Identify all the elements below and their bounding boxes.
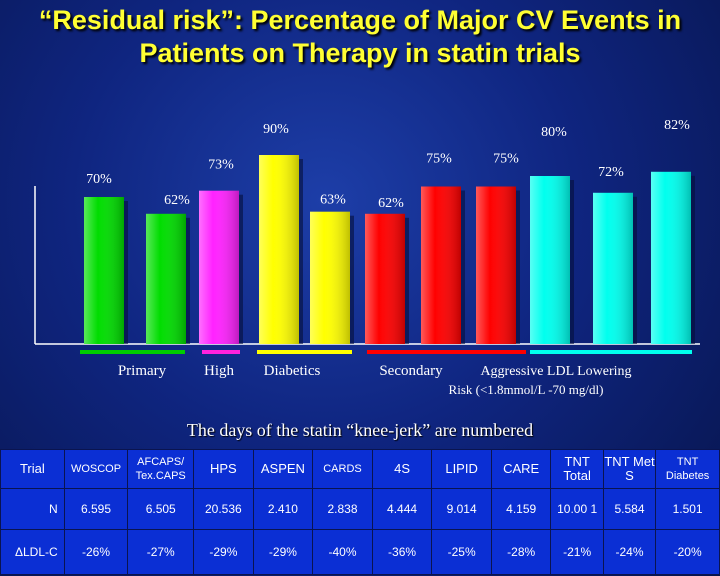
- bar-sheen: [476, 186, 516, 344]
- value-label: 62%: [378, 196, 404, 211]
- table-cell: 10.00 1: [550, 488, 604, 530]
- table-cell: 20.536: [193, 488, 254, 530]
- row-label: N: [0, 488, 65, 530]
- bar-sheen: [259, 155, 299, 344]
- header-cell: Trial: [0, 449, 65, 489]
- value-label: 62%: [164, 193, 190, 208]
- bar-sheen: [421, 186, 461, 344]
- bar-sheen: [593, 192, 633, 344]
- table-cell: 9.014: [431, 488, 492, 530]
- table-cell: 2.838: [312, 488, 373, 530]
- table-cell: 6.505: [127, 488, 195, 530]
- header-cell: TNT Total: [550, 449, 604, 489]
- slide-title: “Residual risk”: Percentage of Major CV …: [38, 5, 682, 68]
- header-cell: HPS: [193, 449, 254, 489]
- header-cell: WOSCOP: [63, 449, 129, 489]
- value-label: 90%: [263, 122, 289, 137]
- header-cell: TNT Met S: [602, 449, 657, 489]
- header-cell: CARE: [490, 449, 552, 489]
- value-label: 72%: [598, 165, 624, 180]
- table-cell: 5.584: [602, 488, 657, 530]
- table-cell: -20%: [655, 529, 720, 575]
- group-label: Secondary: [379, 363, 443, 379]
- table-cell: -36%: [371, 529, 433, 575]
- table-row-n: N 6.595 6.505 20.536 2.410 2.838 4.444 9…: [0, 488, 720, 530]
- value-label: 75%: [426, 152, 452, 167]
- table-cell: -28%: [490, 529, 552, 575]
- value-label: 63%: [320, 193, 346, 208]
- bar-sheen: [199, 190, 239, 344]
- bar-sheen: [530, 176, 570, 344]
- table-header-row: Trial WOSCOP AFCAPS/ Tex.CAPS HPS ASPEN …: [0, 449, 720, 489]
- header-cell: CARDS: [312, 449, 373, 489]
- value-label: 73%: [208, 158, 234, 173]
- table-cell: -21%: [550, 529, 604, 575]
- header-cell: TNT Diabetes: [655, 449, 720, 489]
- table-cell: 1.501: [655, 488, 720, 530]
- header-cell: AFCAPS/ Tex.CAPS: [127, 449, 195, 489]
- table-cell: -27%: [127, 529, 195, 575]
- table-cell: -40%: [312, 529, 373, 575]
- bar-sheen: [651, 171, 691, 344]
- value-label: 82%: [664, 118, 690, 133]
- trials-table: Trial WOSCOP AFCAPS/ Tex.CAPS HPS ASPEN …: [0, 449, 720, 575]
- header-cell: ASPEN: [252, 449, 314, 489]
- bar-chart: 70% 62% 73% 90% 63% 62% 75% 75% 80% 72% 82% Primar…: [80, 118, 695, 397]
- table-cell: -29%: [252, 529, 314, 575]
- group-label: Aggressive LDL Lowering: [480, 364, 631, 379]
- value-label: 75%: [493, 152, 519, 167]
- table-cell: 4.444: [371, 488, 433, 530]
- group-label: Primary: [118, 363, 167, 379]
- value-label: 80%: [541, 125, 567, 140]
- bar-sheen: [84, 197, 124, 344]
- table-cell: -29%: [193, 529, 254, 575]
- group-label: High: [204, 363, 235, 379]
- group-underline: [80, 350, 185, 354]
- table-cell: 2.410: [252, 488, 314, 530]
- bar-sheen: [146, 213, 186, 344]
- bar-sheen: [365, 213, 405, 344]
- value-label: 70%: [86, 172, 112, 187]
- table-cell: 4.159: [490, 488, 552, 530]
- row-label: ΔLDL-C: [0, 529, 65, 575]
- table-cell: 6.595: [63, 488, 129, 530]
- header-cell: LIPID: [431, 449, 492, 489]
- table-row-ldl: ΔLDL-C -26% -27% -29% -29% -40% -36% -25…: [0, 529, 720, 575]
- table-cell: -25%: [431, 529, 492, 575]
- group-label: Diabetics: [264, 363, 321, 379]
- header-cell: 4S: [371, 449, 433, 489]
- chart-subtitle: The days of the statin “knee-jerk” are n…: [186, 420, 534, 440]
- group-underline: [530, 350, 692, 354]
- group-underline: [367, 350, 526, 354]
- group-note: Risk (<1.8mmol/L -70 mg/dl): [449, 382, 604, 397]
- bar-sheen: [310, 211, 350, 344]
- table-cell: -26%: [63, 529, 129, 575]
- group-underline: [202, 350, 240, 354]
- group-underline: [257, 350, 352, 354]
- table-cell: -24%: [602, 529, 657, 575]
